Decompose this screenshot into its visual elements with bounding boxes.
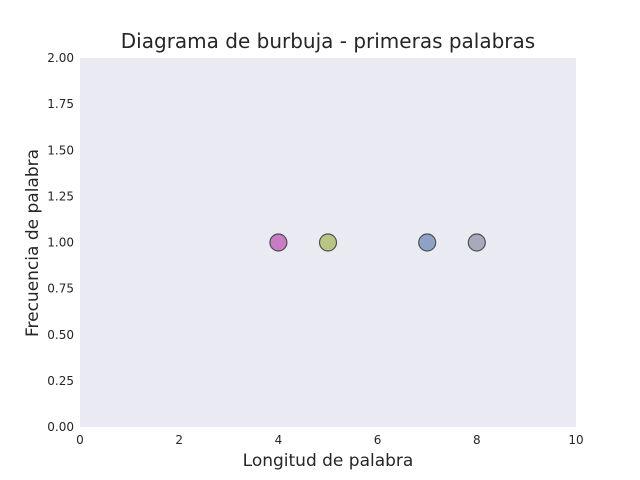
y-tick-label: 1.75 bbox=[47, 97, 74, 111]
bubble-point bbox=[467, 233, 486, 252]
y-tick-label: 0.75 bbox=[47, 282, 74, 296]
y-axis-label: Frecuencia de palabra bbox=[23, 149, 43, 337]
bubble-point bbox=[318, 233, 338, 252]
chart-title: Diagrama de burbuja - primeras palabras bbox=[121, 29, 535, 53]
y-tick-label: 0.00 bbox=[47, 420, 74, 434]
x-tick-label: 2 bbox=[175, 433, 183, 447]
x-tick-label: 6 bbox=[374, 433, 382, 447]
y-tick-label: 1.25 bbox=[47, 189, 74, 203]
x-tick-label: 10 bbox=[568, 433, 583, 447]
y-tick-label: 0.25 bbox=[47, 374, 74, 388]
x-axis-ticks: 0 2 4 6 8 10 bbox=[76, 433, 583, 447]
bubble-point bbox=[269, 233, 288, 252]
x-tick-label: 0 bbox=[76, 433, 84, 447]
x-tick-label: 8 bbox=[473, 433, 481, 447]
y-tick-label: 1.50 bbox=[47, 143, 74, 157]
x-axis-label: Longitud de palabra bbox=[243, 451, 414, 471]
y-axis-ticks: 0.00 0.25 0.50 0.75 1.00 1.25 1.50 1.75 2.00 bbox=[47, 51, 74, 434]
x-tick-label: 4 bbox=[275, 433, 283, 447]
bubble-point bbox=[418, 233, 437, 252]
bubble-series bbox=[269, 233, 486, 252]
y-tick-label: 0.50 bbox=[47, 328, 74, 342]
y-tick-label: 1.00 bbox=[47, 236, 74, 250]
y-tick-label: 2.00 bbox=[47, 51, 74, 65]
